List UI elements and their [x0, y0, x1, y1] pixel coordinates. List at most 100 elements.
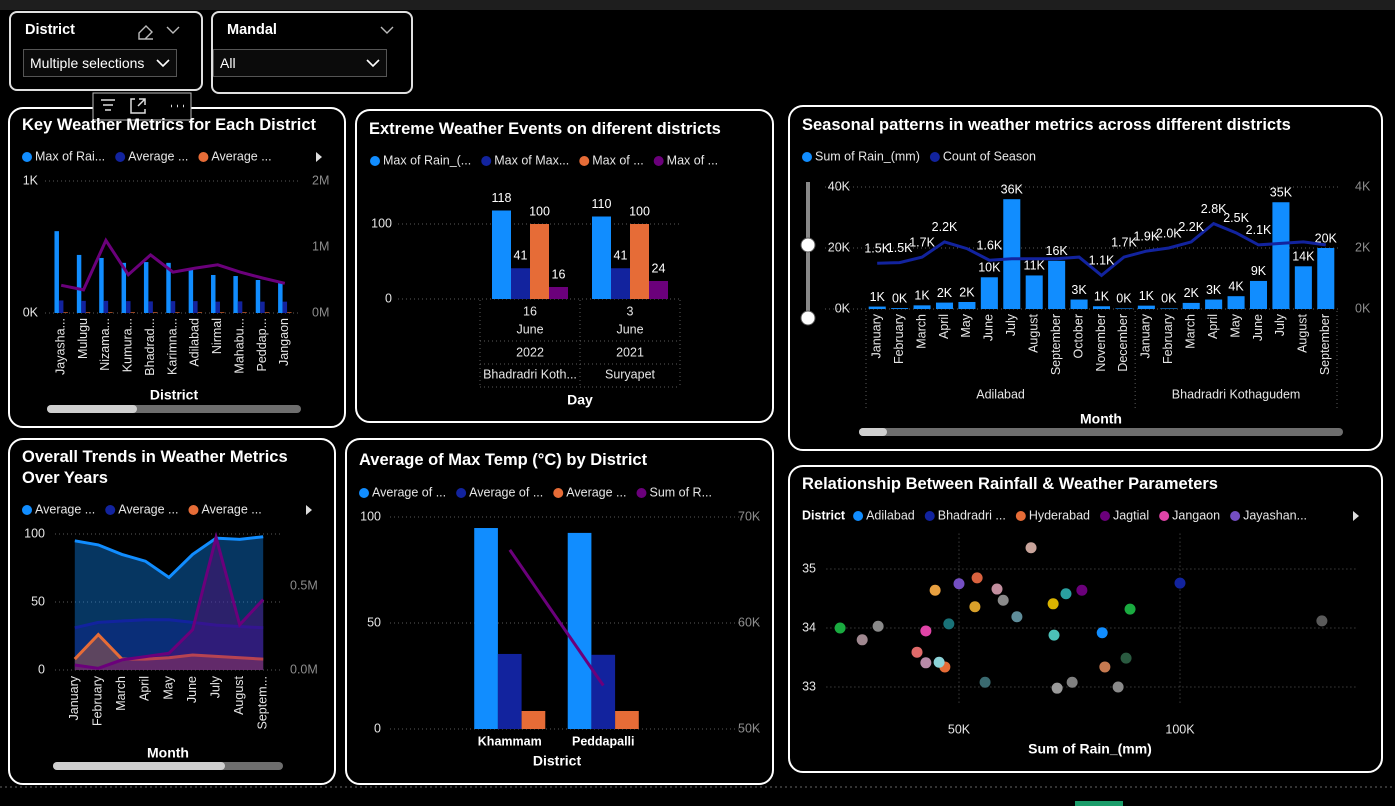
legend-swatch	[359, 488, 369, 498]
legend-label: Sum of R...	[649, 485, 712, 499]
x-axis-title: District	[150, 387, 199, 403]
point	[1124, 603, 1136, 615]
data-label: 10K	[978, 261, 1001, 275]
point	[1174, 577, 1186, 589]
chart-title: Overall Trends in Weather Metrics Over Y…	[22, 448, 288, 487]
legend-swatch	[553, 488, 564, 498]
y-tick-label: 34	[802, 620, 816, 634]
page-tab	[1075, 801, 1123, 806]
bar	[260, 301, 265, 313]
y2-tick-label: 2M	[312, 173, 329, 187]
data-label: 1.7K	[909, 235, 935, 249]
focus-icon[interactable]	[130, 98, 146, 114]
x-tick-label: 3	[627, 304, 634, 318]
y-tick-label: 100	[24, 526, 45, 540]
x-tick-label: Khammam	[478, 734, 542, 748]
x-tick-label: Mulugu	[76, 318, 90, 359]
x-tick-label: August	[1027, 313, 1041, 352]
bar	[278, 281, 283, 313]
x-group-label: Bhadradri Kothagudem	[1172, 387, 1301, 401]
legend-label: Average ...	[128, 149, 188, 163]
area-fill	[74, 536, 264, 670]
point	[929, 584, 941, 596]
legend-swatch	[115, 152, 126, 162]
bar	[497, 653, 522, 729]
bar	[649, 281, 668, 299]
y-tick-label: 20K	[828, 240, 851, 254]
legend-label: Sum of Rain_(mm)	[815, 149, 920, 163]
y-tick-label: 40K	[828, 179, 851, 193]
district-slicer[interactable]: District Multiple selections	[9, 11, 203, 91]
bar	[193, 301, 198, 313]
bar	[287, 312, 292, 313]
slicer-icons[interactable]	[379, 21, 399, 41]
point	[1120, 652, 1132, 664]
legend-label: Max of Rai...	[35, 149, 105, 163]
legend-swatch	[22, 505, 32, 515]
slicer-selection: Multiple selections	[30, 55, 145, 71]
x-axis-title: Sum of Rain_(mm)	[1028, 741, 1152, 757]
bar	[76, 254, 82, 313]
data-label: 36K	[1001, 182, 1024, 196]
point	[911, 646, 923, 658]
x-axis-title: Day	[567, 392, 593, 408]
point	[971, 572, 983, 584]
bar	[615, 710, 639, 729]
x-tick-label: Nirmal	[210, 318, 224, 354]
bar	[233, 276, 238, 313]
data-label: 16K	[1046, 244, 1069, 258]
legend-swatch	[456, 488, 467, 498]
point	[1316, 615, 1328, 627]
bar	[211, 274, 216, 313]
bar	[530, 224, 549, 299]
bar	[175, 312, 180, 313]
data-label: 2.8K	[1201, 202, 1227, 216]
point	[834, 622, 846, 634]
bar	[1025, 275, 1043, 309]
bar	[549, 287, 568, 299]
legend-label: Adilabad	[866, 508, 915, 522]
data-label: 2.0K	[1156, 226, 1182, 240]
point	[1076, 584, 1088, 596]
line	[877, 221, 1326, 278]
panel	[345, 438, 774, 785]
range-handle[interactable]	[800, 237, 816, 253]
data-label: 2K	[937, 286, 953, 300]
visual-header[interactable]	[92, 92, 192, 121]
data-label: 1.5K	[887, 241, 913, 255]
point	[943, 618, 955, 630]
bar	[108, 312, 113, 313]
bar	[1317, 248, 1335, 309]
point	[920, 657, 932, 669]
point	[872, 620, 884, 632]
x-tick-label: Kumura...	[121, 318, 135, 372]
x-tick-label: July	[208, 675, 222, 698]
x-tick-label: Jangaon	[277, 318, 291, 366]
slicer-dropdown[interactable]: All	[213, 49, 387, 77]
bar	[264, 312, 270, 313]
data-label: 11K	[1024, 259, 1046, 273]
legend-label: Average of ...	[469, 485, 543, 499]
point	[1048, 629, 1060, 641]
slicer-dropdown[interactable]: Multiple selections	[23, 49, 177, 77]
x-tick-label: April	[1206, 314, 1220, 339]
filter-icon[interactable]	[101, 99, 115, 111]
legend-swatch	[22, 152, 32, 162]
bar	[1048, 260, 1066, 309]
bar	[148, 301, 153, 313]
legend-label: Hyderabad	[1029, 508, 1090, 522]
range-handle[interactable]	[800, 310, 816, 326]
mandal-slicer[interactable]: Mandal All	[211, 11, 413, 94]
y2-tick-label: 1M	[312, 239, 329, 253]
x-tick-label: August	[232, 675, 246, 714]
data-label: 35K	[1270, 186, 1293, 200]
y-tick-label: 100	[360, 509, 381, 523]
panel	[788, 105, 1383, 451]
area-line	[74, 531, 265, 670]
panel	[788, 465, 1383, 773]
area-line	[74, 618, 264, 630]
slicer-icons[interactable]	[135, 21, 195, 41]
legend-label: Max of ...	[667, 153, 718, 167]
x-tick-label: May	[959, 313, 973, 337]
y-tick-label: 50	[31, 594, 45, 608]
